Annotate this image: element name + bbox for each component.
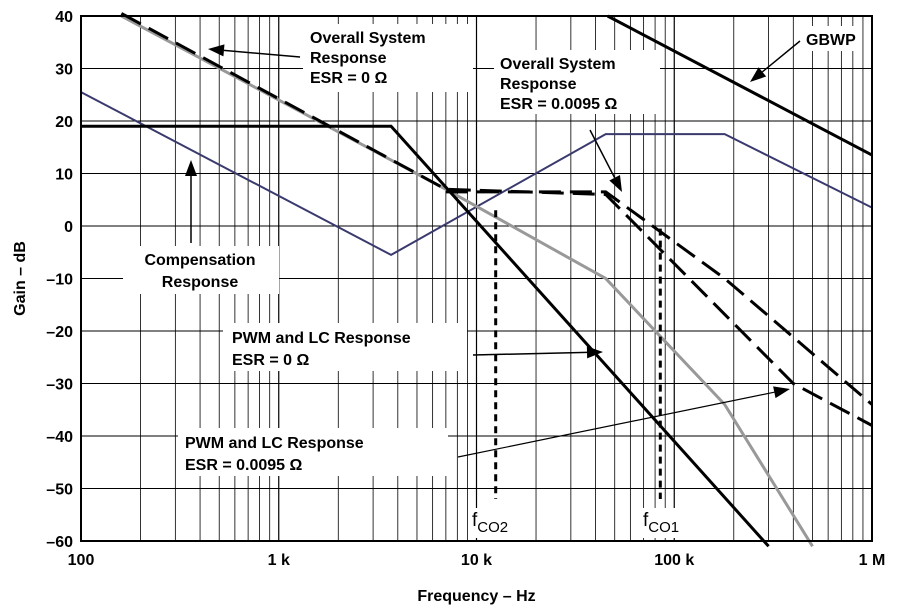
annotation-pwm-esr0: PWM and LC Response ESR = 0 Ω — [223, 323, 467, 371]
series-line-pwm-lc-esr0095 — [120, 14, 814, 548]
x-tick-label: 100 k — [654, 552, 694, 569]
y-tick-label: 0 — [64, 219, 73, 236]
arrow-shaft — [589, 129, 616, 179]
annotation-text: Response — [310, 50, 387, 67]
annotation-text: ESR = 0.0095 Ω — [185, 457, 303, 474]
annotation-text: Overall System — [310, 30, 426, 47]
annotation-text: Response — [162, 274, 239, 291]
annotation-overall-esr0: Overall System Response ESR = 0 Ω — [303, 24, 473, 92]
x-tick-label: 10 k — [461, 552, 492, 569]
annotation-text: PWM and LC Response — [185, 435, 364, 452]
annotation-text: PWM and LC Response — [232, 330, 411, 347]
arrow-shaft — [472, 351, 588, 356]
annotation-background — [494, 50, 660, 114]
arrow-head — [208, 44, 225, 57]
x-tick-label: 1 k — [268, 552, 290, 569]
crossover-label-text: fCO2 — [472, 510, 508, 536]
annotation-text: Overall System — [500, 56, 616, 73]
plot-frame — [80, 15, 873, 542]
annotation-text: GBWP — [806, 32, 856, 49]
annotation-text: ESR = 0 Ω — [232, 352, 309, 369]
arrow-head — [586, 346, 603, 359]
x-tick-label: 1 M — [859, 552, 886, 569]
annotation-pwm-esr0095: PWM and LC Response ESR = 0.0095 Ω — [178, 428, 448, 476]
annotation-gbwp: GBWP — [799, 26, 861, 51]
y-tick-label: 40 — [55, 9, 73, 26]
arrow — [750, 40, 801, 82]
arrow-shaft — [457, 391, 775, 458]
arrow — [208, 44, 301, 58]
arrow — [589, 129, 622, 192]
x-axis-title: Frequency – Hz — [417, 588, 535, 605]
annotation-text: ESR = 0.0095 Ω — [500, 96, 618, 113]
arrow-head — [609, 175, 622, 192]
y-tick-label: 30 — [55, 62, 73, 79]
annotation-compensation: Compensation Response — [123, 246, 279, 294]
y-tick-label: –50 — [46, 482, 73, 499]
series-line-compensation — [80, 91, 873, 257]
annotation-background — [303, 24, 473, 92]
annotation-background — [639, 508, 705, 538]
x-tick-label: 100 — [68, 552, 95, 569]
arrow — [472, 346, 603, 359]
crossover-label-text: fCO1 — [643, 510, 679, 536]
annotation-text: ESR = 0 Ω — [310, 70, 387, 87]
annotation-background — [223, 323, 467, 371]
arrow-head — [185, 160, 197, 176]
annotation-background — [123, 246, 279, 294]
arrow — [457, 386, 790, 458]
series-line-overall-esr0 — [120, 12, 873, 427]
y-tick-label: –30 — [46, 377, 73, 394]
y-tick-label: –40 — [46, 429, 73, 446]
arrow — [185, 160, 197, 243]
arrow-shaft — [223, 49, 301, 58]
annotation-background — [468, 508, 534, 538]
annotation-text: Compensation — [144, 252, 255, 269]
y-tick-label: 20 — [55, 114, 73, 131]
series-line-pwm-lc-esr0 — [81, 124, 770, 548]
crossover-label-fco1: fCO1 — [639, 508, 705, 538]
arrow-head — [750, 67, 767, 82]
annotation-background — [178, 428, 448, 476]
y-tick-label: –60 — [46, 534, 73, 551]
y-tick-label: –10 — [46, 272, 73, 289]
arrow-shaft — [761, 40, 801, 73]
annotation-background — [799, 26, 861, 51]
series-layer — [80, 12, 873, 548]
series-line-gbwp — [606, 14, 873, 157]
y-tick-label: 10 — [55, 167, 73, 184]
y-axis-title: Gain – dB — [12, 241, 29, 316]
annotation-overall-esr0095: Overall System Response ESR = 0.0095 Ω — [494, 50, 660, 114]
y-tick-label: –20 — [46, 324, 73, 341]
crossover-label-fco2: fCO2 — [468, 508, 534, 538]
annotation-text: Response — [500, 76, 577, 93]
arrow-head — [773, 386, 790, 399]
